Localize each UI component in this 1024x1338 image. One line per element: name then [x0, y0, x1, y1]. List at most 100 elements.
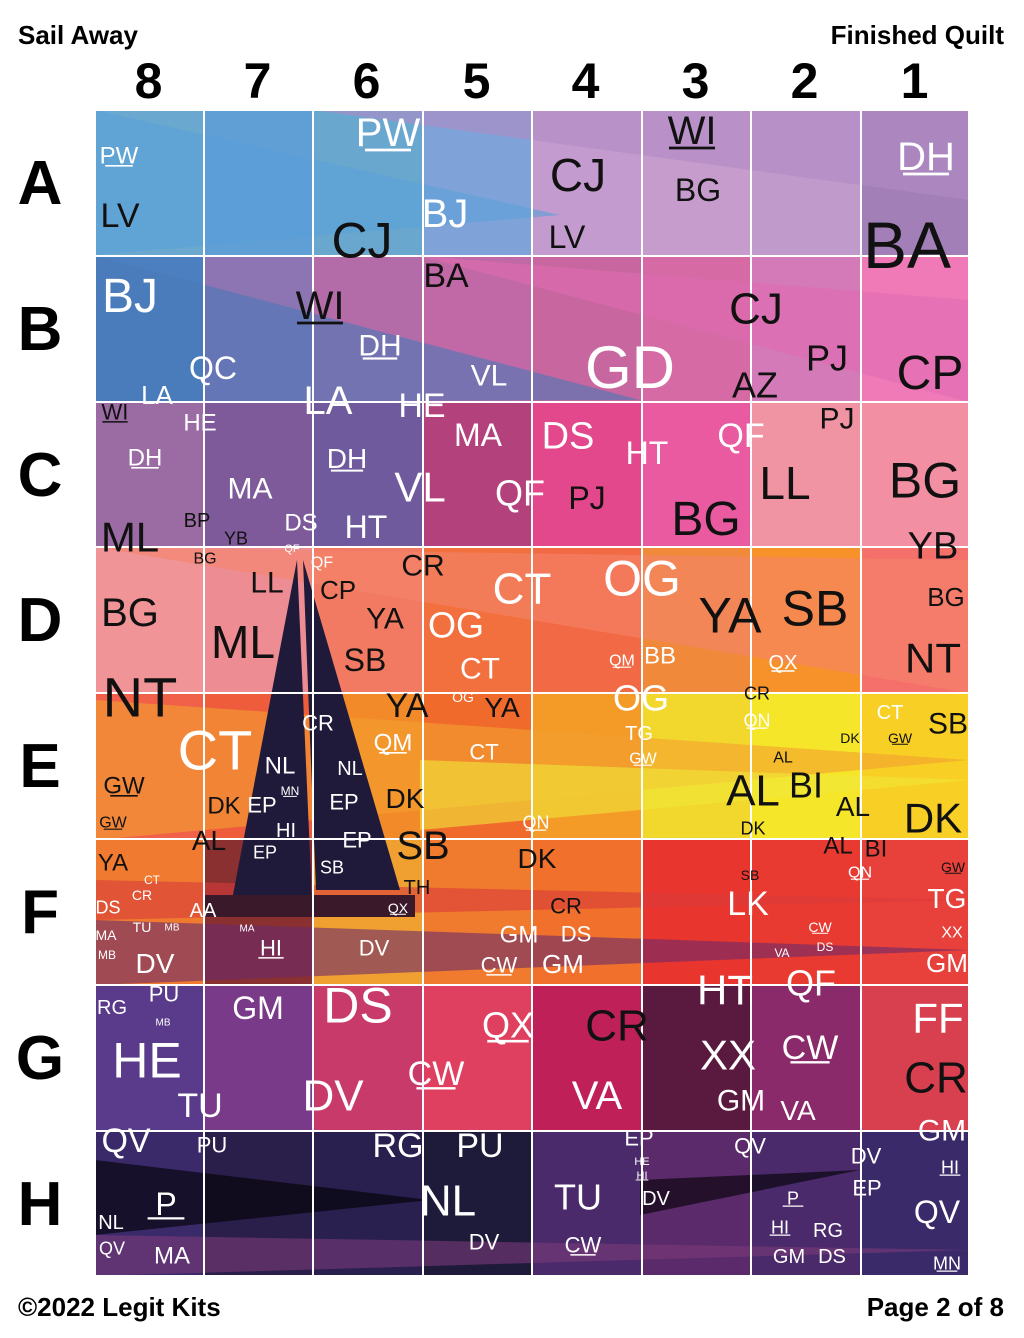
patch-label: DK: [518, 843, 557, 874]
patch-label: GM: [232, 990, 284, 1026]
patch-label: DS: [818, 1246, 846, 1268]
patch-label: OG: [428, 605, 484, 646]
patch-label: BI: [865, 835, 888, 862]
patch-label: DH: [358, 330, 401, 363]
patch-label: CR: [401, 550, 444, 583]
patch-label: VL: [471, 360, 508, 393]
patch-label: DV: [851, 1144, 882, 1169]
quilt-cell: [861, 839, 969, 985]
patch-label: NT: [905, 635, 961, 682]
quilt-cell: [642, 985, 751, 1131]
quilt-facet: [420, 760, 969, 830]
patch-label: TU: [133, 919, 152, 935]
patch-label: DS: [817, 940, 834, 954]
patch-label: WI: [296, 284, 345, 328]
patch-label: YB: [224, 528, 248, 548]
page-number: Page 2 of 8: [866, 1292, 1004, 1322]
patch-label: LA: [141, 380, 173, 410]
patch-label: AL: [836, 791, 870, 822]
patch-label: DK: [207, 792, 240, 819]
finished-quilt-label: Finished Quilt: [830, 20, 1004, 50]
patch-label: BJ: [422, 192, 469, 236]
patch-label: QF: [284, 543, 300, 555]
patch-label: QN: [744, 710, 771, 730]
patch-label: GM: [542, 949, 584, 979]
patch-label: HI: [260, 936, 282, 961]
patch-label: GW: [888, 730, 913, 746]
patch-label: BI: [789, 765, 823, 806]
column-label: 2: [790, 53, 819, 109]
patch-label: BP: [184, 510, 211, 532]
patch-label: OG: [603, 551, 681, 607]
patch-label: BJ: [102, 270, 158, 323]
patch-label: CW: [808, 919, 832, 935]
patch-label: EP: [624, 1126, 653, 1151]
quilt-cell: [423, 402, 532, 547]
patch-label: CR: [904, 1053, 968, 1102]
patch-label: QF: [717, 417, 764, 455]
patch-label: NL: [420, 1176, 476, 1225]
patch-label: BG: [927, 582, 965, 612]
patch-label: CT: [469, 740, 498, 765]
patch-label: SB: [320, 857, 344, 877]
right-sail: [303, 560, 400, 890]
column-label: 5: [462, 53, 491, 109]
patch-label: MB: [98, 948, 116, 962]
row-label: H: [17, 1170, 63, 1239]
patch-label: YA: [386, 687, 429, 725]
patch-label: MN: [933, 1253, 961, 1273]
patch-label: QX: [769, 652, 798, 674]
row-label: G: [15, 1024, 65, 1093]
patch-label: QV: [914, 1194, 961, 1230]
patch-label: DS: [561, 922, 592, 947]
patch-label: GW: [99, 815, 127, 832]
quilt-facet: [420, 256, 969, 402]
copyright: ©2022 Legit Kits: [18, 1292, 221, 1322]
patch-label: HE: [398, 387, 445, 425]
patch-label: BG: [889, 453, 961, 509]
patch-label: ML: [101, 514, 159, 561]
patch-label: AZ: [732, 365, 778, 406]
patch-label: CW: [782, 1029, 839, 1067]
patch-label: MB: [165, 923, 180, 934]
patch-label: LL: [759, 457, 810, 509]
row-label: D: [17, 586, 63, 655]
patch-label: CW: [408, 1055, 465, 1093]
patch-label: BG: [671, 493, 740, 546]
patch-label: BG: [193, 551, 216, 568]
patch-label: RG: [373, 1127, 424, 1165]
column-label: 3: [681, 53, 710, 109]
patch-label: P: [787, 1188, 799, 1208]
patch-label: YA: [699, 588, 763, 644]
patch-label: HE: [634, 1156, 649, 1168]
patch-label: QX: [388, 900, 409, 916]
patch-label: CT: [493, 564, 552, 613]
patch-label: DK: [386, 783, 425, 814]
patch-label: HT: [626, 435, 669, 471]
patch-label: HI: [276, 820, 296, 842]
patch-label: TU: [177, 1087, 222, 1125]
patch-label: AL: [823, 832, 852, 859]
patch-label: BG: [675, 172, 721, 208]
quilt-facet: [95, 1160, 430, 1235]
quilt-cell: [532, 985, 642, 1131]
patch-label: DH: [897, 135, 955, 179]
patch-label: DV: [302, 1071, 364, 1120]
row-label: C: [17, 441, 63, 510]
patch-label: HT: [345, 509, 388, 545]
patch-label: CR: [132, 887, 152, 903]
patch-label: GM: [926, 948, 968, 978]
patch-label: SB: [928, 708, 968, 741]
column-label: 1: [900, 53, 929, 109]
patch-label: EP: [253, 842, 277, 862]
patch-label: LV: [549, 219, 586, 255]
patch-label: EP: [852, 1176, 881, 1201]
patch-label: DS: [542, 415, 595, 457]
patch-label: MA: [454, 417, 503, 453]
quilt-cell: [204, 402, 313, 547]
patch-label: PJ: [568, 480, 605, 516]
patch-label: BA: [423, 257, 469, 295]
patch-label: CJ: [550, 149, 606, 201]
patch-label: CR: [744, 683, 770, 703]
